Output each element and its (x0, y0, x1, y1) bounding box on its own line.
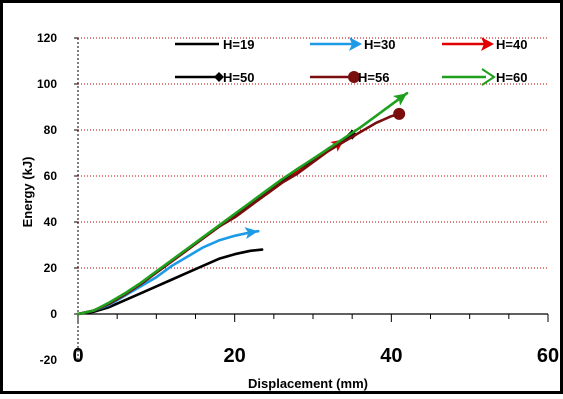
y-tick-label: 100 (37, 77, 57, 91)
axes (74, 37, 549, 361)
legend-item: H=50 (175, 70, 254, 85)
legend-label: H=50 (223, 70, 254, 85)
tick-labels: -20 0 20 40 60 80 100 120 0 20 40 60 (37, 31, 559, 367)
y-tick-label: 120 (37, 31, 57, 45)
x-tick-label: 60 (537, 345, 559, 367)
legend-label: H=60 (496, 70, 527, 85)
legend-item: H=56 (310, 70, 389, 85)
legend-label: H=30 (364, 37, 395, 52)
x-tick-label: 40 (380, 345, 402, 367)
y-tick-label: 40 (44, 215, 58, 229)
legend-item: H=60 (442, 68, 527, 86)
series-end-marker (393, 107, 406, 120)
legend: H=19 H=30 H=40 H=50 H=56 H=60 (175, 37, 527, 86)
y-axis-label: Energy (kJ) (20, 157, 35, 228)
y-tick-label: 0 (50, 307, 57, 321)
x-tick-label: 0 (72, 345, 83, 367)
x-axis-label: Displacement (mm) (248, 376, 368, 391)
legend-item: H=30 (310, 37, 395, 52)
gridlines (78, 37, 548, 269)
legend-label: H=19 (223, 37, 254, 52)
series-line-h-19 (76, 248, 264, 316)
legend-label: H=56 (358, 70, 389, 85)
legend-item: H=40 (442, 37, 527, 52)
series-group (76, 91, 409, 316)
legend-item: H=19 (175, 37, 254, 52)
legend-label: H=40 (496, 37, 527, 52)
y-tick-label: -20 (40, 353, 58, 367)
y-tick-label: 60 (44, 169, 58, 183)
legend-circle-icon (348, 71, 360, 83)
y-tick-label: 80 (44, 123, 58, 137)
series-line-h-60 (76, 91, 409, 316)
legend-diamond-icon (214, 72, 224, 82)
x-tick-label: 20 (224, 345, 246, 367)
series-end-arrow (244, 227, 259, 240)
series-end-arrow (392, 93, 407, 106)
y-tick-label: 20 (44, 261, 58, 275)
legend-arrow-icon (349, 37, 362, 51)
legend-arrow-icon (481, 68, 496, 86)
legend-arrow-icon (481, 37, 494, 51)
